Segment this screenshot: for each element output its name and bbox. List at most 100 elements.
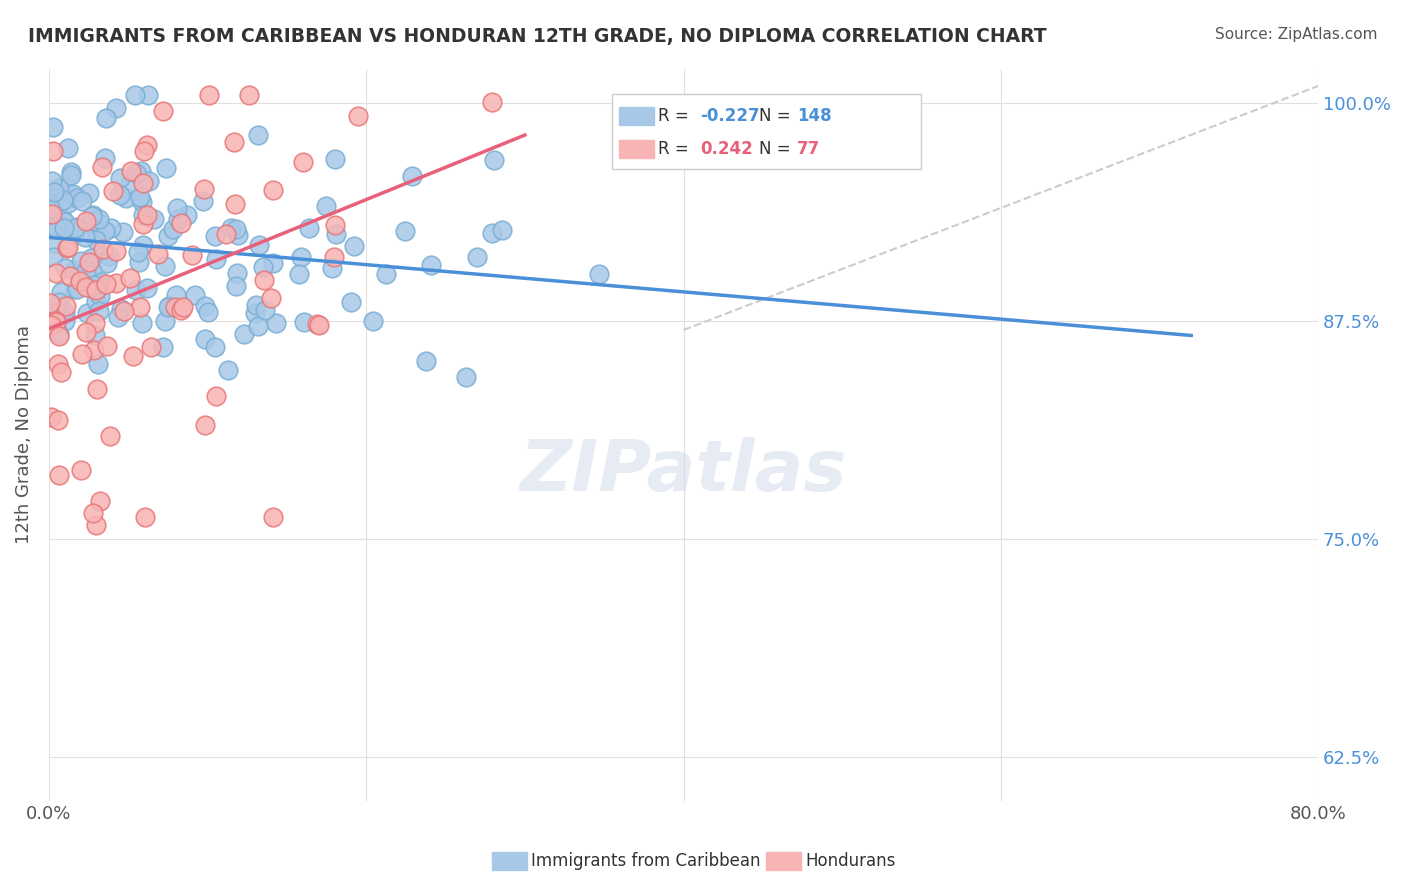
Point — [415, 354, 437, 368]
Point — [63, 220, 86, 235]
Point — [225, 222, 247, 236]
Point — [217, 362, 239, 376]
Point — [128, 255, 150, 269]
Point — [292, 315, 315, 329]
Point — [46, 413, 69, 427]
Point — [41, 174, 63, 188]
Point — [193, 182, 215, 196]
Text: R =: R = — [658, 107, 695, 125]
Point — [86, 357, 108, 371]
Point — [110, 302, 132, 317]
Point — [100, 221, 122, 235]
Point — [60, 169, 83, 183]
Point — [323, 218, 346, 232]
Text: N =: N = — [759, 107, 796, 125]
Point — [56, 140, 79, 154]
Point — [135, 209, 157, 223]
Point — [58, 195, 80, 210]
Point — [121, 350, 143, 364]
Point — [86, 293, 108, 308]
Point — [59, 268, 82, 283]
Point — [97, 249, 120, 263]
Point — [225, 279, 247, 293]
Point — [62, 186, 84, 201]
Point — [46, 305, 69, 319]
Point — [252, 260, 274, 275]
Point — [141, 340, 163, 354]
Point — [48, 329, 70, 343]
Point — [77, 186, 100, 200]
Point — [136, 281, 159, 295]
Text: ZIPatlas: ZIPatlas — [520, 437, 848, 506]
Point — [155, 161, 177, 175]
Point — [70, 274, 93, 288]
Point — [70, 254, 93, 268]
Point — [42, 144, 65, 158]
Point — [82, 263, 104, 277]
Point — [245, 298, 267, 312]
Point — [53, 260, 76, 275]
Point — [56, 240, 79, 254]
Point — [152, 339, 174, 353]
Point — [290, 250, 312, 264]
Text: 0.242: 0.242 — [700, 140, 754, 158]
Point — [48, 327, 70, 342]
Point — [104, 276, 127, 290]
Point — [55, 215, 77, 229]
Point — [194, 299, 217, 313]
Point — [166, 212, 188, 227]
Point — [56, 241, 79, 255]
Point — [165, 300, 187, 314]
Point — [108, 171, 131, 186]
Point — [53, 306, 76, 320]
Point — [361, 314, 384, 328]
Point — [104, 244, 127, 258]
Point — [44, 235, 66, 250]
Point — [108, 188, 131, 202]
Point — [323, 250, 346, 264]
Point — [70, 194, 93, 208]
Point — [111, 226, 134, 240]
Point — [127, 244, 149, 259]
Point — [80, 251, 103, 265]
Point — [315, 199, 337, 213]
Point — [481, 95, 503, 110]
Point — [170, 216, 193, 230]
Point — [205, 252, 228, 267]
Point — [66, 220, 89, 235]
Point — [45, 185, 67, 199]
Point — [153, 314, 176, 328]
Point — [222, 135, 245, 149]
Point — [96, 256, 118, 270]
Text: -0.227: -0.227 — [700, 107, 759, 125]
Point — [136, 137, 159, 152]
Point — [132, 208, 155, 222]
Point — [48, 357, 70, 371]
Point — [94, 151, 117, 165]
Point — [96, 339, 118, 353]
Point — [120, 271, 142, 285]
Point — [228, 228, 250, 243]
Point — [219, 221, 242, 235]
Point — [66, 191, 89, 205]
Point — [84, 316, 107, 330]
Point — [87, 212, 110, 227]
Point — [401, 169, 423, 183]
Point — [103, 184, 125, 198]
Point — [82, 282, 104, 296]
Point — [129, 163, 152, 178]
Point — [107, 310, 129, 324]
Point — [204, 389, 226, 403]
Point — [80, 209, 103, 223]
Point — [138, 173, 160, 187]
Point — [124, 87, 146, 102]
Point — [52, 194, 75, 208]
Point — [128, 190, 150, 204]
Point — [39, 318, 62, 333]
Point — [491, 223, 513, 237]
Point — [321, 261, 343, 276]
Point — [125, 165, 148, 179]
Text: Source: ZipAtlas.com: Source: ZipAtlas.com — [1215, 27, 1378, 42]
Point — [136, 87, 159, 102]
Point — [84, 283, 107, 297]
